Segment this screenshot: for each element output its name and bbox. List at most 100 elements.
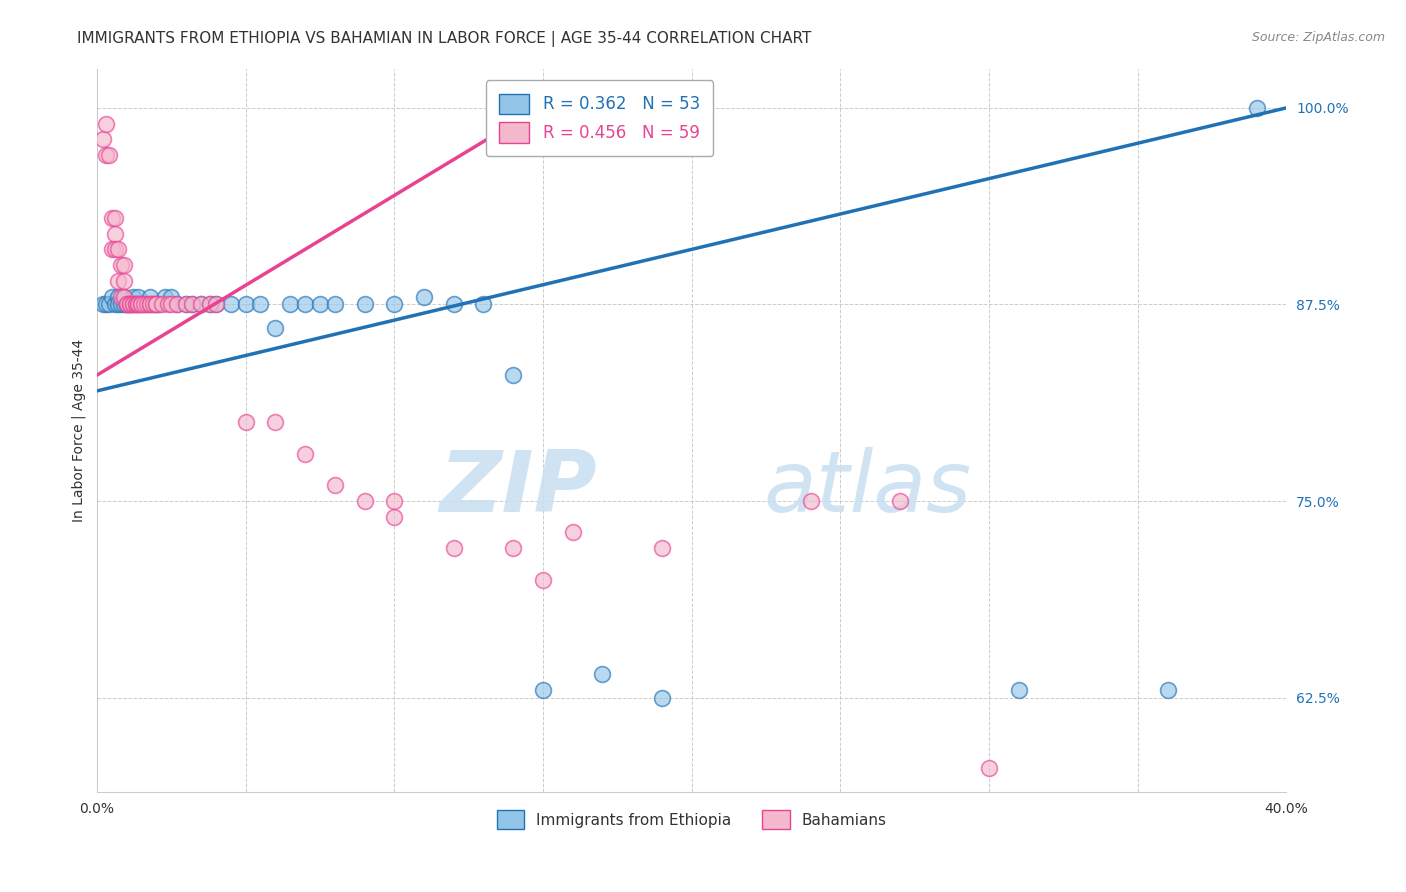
Point [112,258,135,272]
Point [142,297,165,311]
Point [294,297,316,311]
Point [219,297,242,311]
Point [145,297,167,311]
Point [97,148,120,162]
Point [112,289,135,303]
Point [94,297,117,311]
Point [278,297,301,311]
Point [142,297,165,311]
Point [136,297,159,311]
Point [145,297,167,311]
Point [591,667,613,681]
Point [110,258,132,272]
Point [112,289,135,303]
Point [413,289,436,303]
Point [115,297,138,311]
Point [139,297,162,311]
Point [249,297,271,311]
Point [97,297,120,311]
Point [124,297,146,311]
Point [651,541,673,556]
Legend: Immigrants from Ethiopia, Bahamians: Immigrants from Ethiopia, Bahamians [491,804,893,835]
Point [139,297,162,311]
Point [94,148,117,162]
Point [160,297,183,311]
Point [157,297,180,311]
Point [148,297,170,311]
Point [115,297,138,311]
Point [1156,682,1178,697]
Point [198,297,221,311]
Point [204,297,226,311]
Point [104,297,127,311]
Point [800,494,823,508]
Point [353,297,375,311]
Point [502,368,524,383]
Point [118,297,141,311]
Point [502,541,524,556]
Point [353,494,375,508]
Point [198,297,221,311]
Point [115,297,138,311]
Point [136,297,159,311]
Point [651,690,673,705]
Point [174,297,197,311]
Point [107,243,129,257]
Point [118,297,141,311]
Point [145,297,167,311]
Point [139,289,162,303]
Point [204,297,226,311]
Y-axis label: In Labor Force | Age 35-44: In Labor Force | Age 35-44 [72,339,86,522]
Point [323,478,346,492]
Point [127,289,149,303]
Point [309,297,332,311]
Point [235,416,257,430]
Point [127,297,149,311]
Point [264,416,287,430]
Point [160,289,183,303]
Point [134,297,156,311]
Point [121,297,143,311]
Point [443,541,465,556]
Point [472,297,495,311]
Point [112,297,135,311]
Point [91,132,114,146]
Point [134,297,156,311]
Point [382,494,405,508]
Point [124,297,146,311]
Text: ZIP: ZIP [439,447,596,530]
Point [118,297,141,311]
Point [889,494,911,508]
Text: Source: ZipAtlas.com: Source: ZipAtlas.com [1251,31,1385,45]
Point [155,289,177,303]
Point [1008,682,1031,697]
Point [112,274,135,288]
Point [235,297,257,311]
Point [190,297,212,311]
Point [561,525,583,540]
Point [382,297,405,311]
Point [100,211,122,225]
Point [977,761,1000,775]
Point [131,297,153,311]
Point [118,297,141,311]
Point [104,227,127,241]
Point [174,297,197,311]
Point [382,509,405,524]
Point [104,211,127,225]
Point [110,289,132,303]
Point [121,297,143,311]
Point [443,297,465,311]
Point [94,117,117,131]
Text: IMMIGRANTS FROM ETHIOPIA VS BAHAMIAN IN LABOR FORCE | AGE 35-44 CORRELATION CHAR: IMMIGRANTS FROM ETHIOPIA VS BAHAMIAN IN … [77,31,811,47]
Point [124,297,146,311]
Point [531,682,554,697]
Point [181,297,204,311]
Point [100,243,122,257]
Point [127,297,149,311]
Point [121,289,143,303]
Point [110,297,132,311]
Point [104,243,127,257]
Point [91,297,114,311]
Point [323,297,346,311]
